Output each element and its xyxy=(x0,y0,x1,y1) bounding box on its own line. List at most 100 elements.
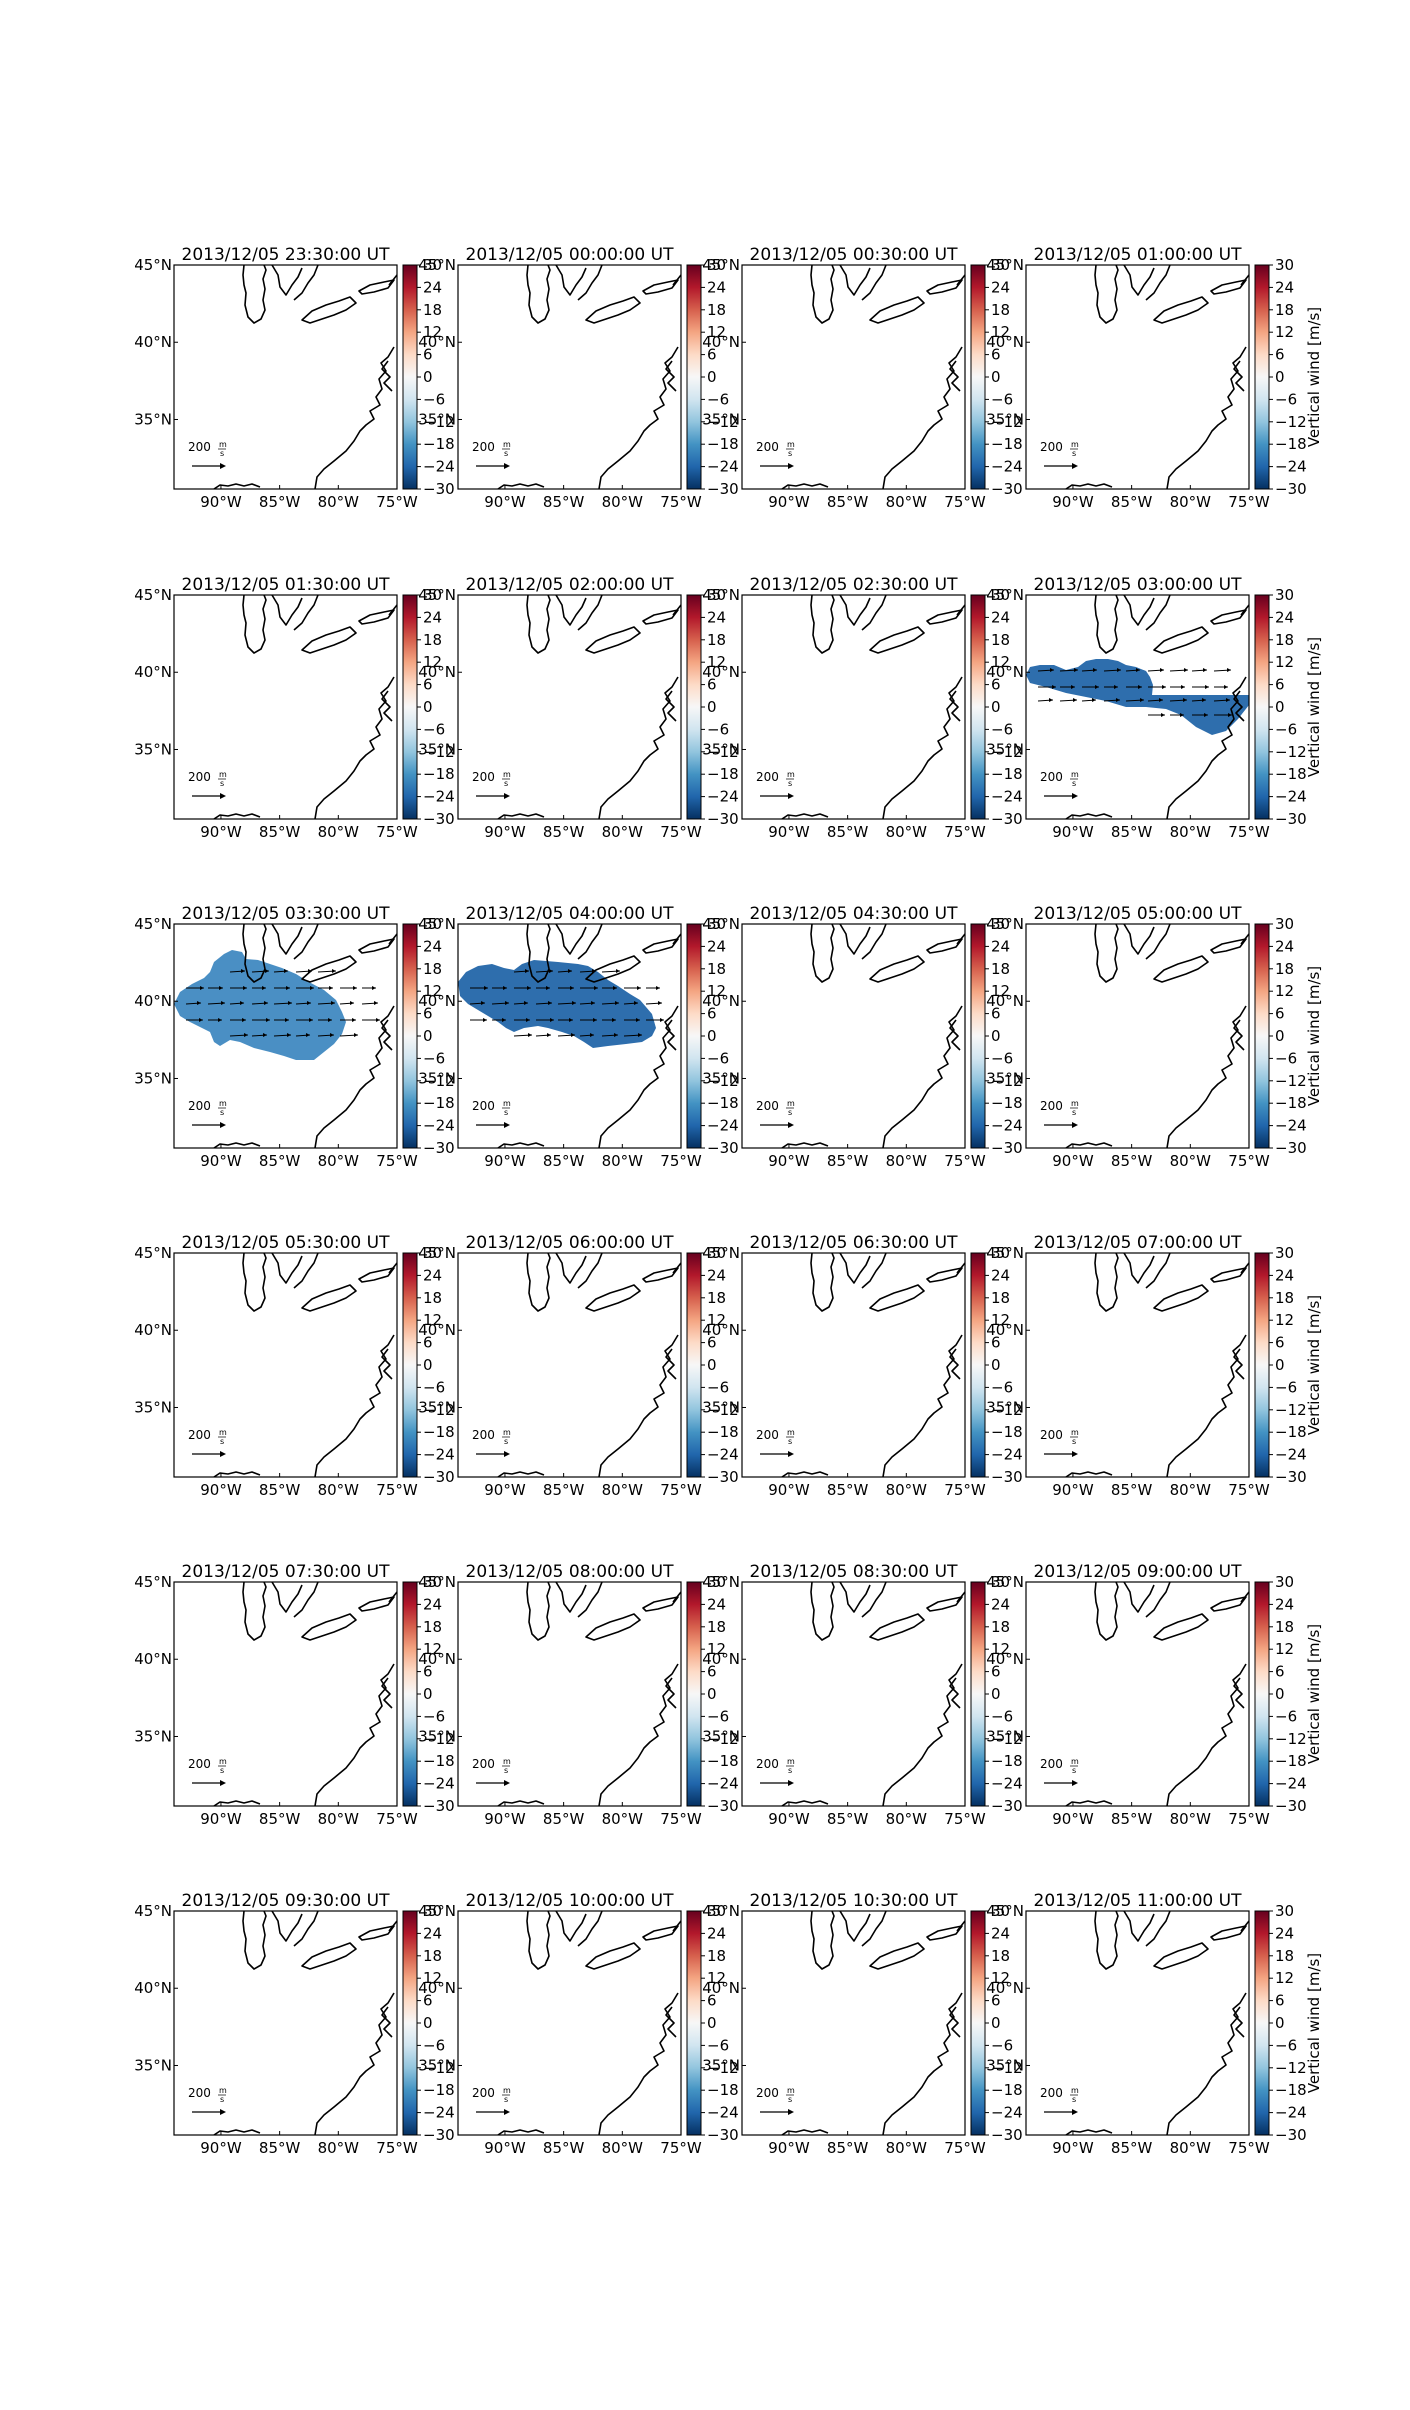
colorbar-tick-label: 6 xyxy=(707,1992,717,2010)
map-panel: 2013/12/05 03:00:00 UT 200 ms 45°N 40°N 35°N 9… xyxy=(986,575,1323,841)
colorbar-tick-label: −30 xyxy=(1275,1797,1307,1815)
colorbar-tick-label: −30 xyxy=(991,1139,1023,1157)
coastline xyxy=(926,938,963,954)
colorbar-tick-label: −6 xyxy=(423,1049,445,1067)
colorbar-tick-label: 24 xyxy=(991,608,1010,626)
colorbar-tick-label: 12 xyxy=(1275,1311,1294,1329)
lon-tick-label: 80°W xyxy=(602,823,644,841)
reference-vector-units-num: m xyxy=(503,770,511,779)
wind-vector-head xyxy=(503,986,507,990)
panel-title: 2013/12/05 06:00:00 UT xyxy=(466,1233,675,1253)
colorbar-tick-label: −6 xyxy=(1275,1707,1297,1725)
reference-vector-head xyxy=(504,2109,510,2115)
colorbar-tick-label: 12 xyxy=(423,653,442,671)
colorbar-tick-label: 0 xyxy=(707,368,717,386)
coastline xyxy=(1123,1582,1155,1613)
coastline xyxy=(271,924,303,955)
lon-tick-label: 90°W xyxy=(200,1481,242,1499)
reference-vector-units-den: s xyxy=(788,1437,792,1446)
lon-tick-label: 80°W xyxy=(318,823,360,841)
map-frame xyxy=(173,264,398,490)
colorbar-tick-label: 30 xyxy=(707,1902,726,1920)
map-panel: 2013/12/05 06:30:00 UT 200 ms 45°N 40°N 35°N 9… xyxy=(702,1233,1022,1499)
lon-tick-label: 75°W xyxy=(1228,1810,1270,1828)
coastline xyxy=(1094,924,1119,983)
lon-tick-label: 90°W xyxy=(1052,1810,1094,1828)
coastline xyxy=(1233,1019,1245,1051)
reference-vector-units-den: s xyxy=(504,1437,508,1446)
wind-vector-head xyxy=(288,1001,292,1005)
coastline xyxy=(381,2006,393,2038)
colorbar xyxy=(1254,1252,1270,1478)
wind-vector-head xyxy=(286,986,290,990)
colorbar xyxy=(686,264,702,490)
reference-vector-label: 200 xyxy=(472,440,495,454)
wind-vector-head xyxy=(528,1033,532,1037)
colorbar xyxy=(1254,1910,1270,2136)
colorbar-tick-label: −6 xyxy=(423,390,445,408)
colorbar-tick-label: −18 xyxy=(1275,1094,1307,1112)
coastline xyxy=(271,1582,303,1613)
coastline xyxy=(869,1284,925,1312)
coastline xyxy=(293,924,319,960)
colorbar-tick-label: 30 xyxy=(707,915,726,933)
colorbar-tick-label: 6 xyxy=(423,1005,433,1023)
lat-tick-label: 35°N xyxy=(134,740,172,758)
coastline xyxy=(1145,595,1171,631)
wind-vector-head xyxy=(1136,668,1140,672)
colorbar-tick-label: −30 xyxy=(1275,810,1307,828)
colorbar-tick-label: −6 xyxy=(1275,1378,1297,1396)
reference-vector-units-den: s xyxy=(788,1766,792,1775)
wind-vector-head xyxy=(638,1033,642,1037)
reference-vector-units-den: s xyxy=(504,779,508,788)
reference-vector-head xyxy=(504,463,510,469)
coastline xyxy=(1210,1267,1247,1283)
lon-tick-label: 75°W xyxy=(660,493,702,511)
lon-tick-label: 75°W xyxy=(376,1152,418,1170)
lon-tick-label: 85°W xyxy=(543,823,585,841)
coastline xyxy=(1123,1253,1155,1284)
panel-title: 2013/12/05 23:30:00 UT xyxy=(182,245,391,265)
coastline xyxy=(388,1591,397,1603)
colorbar-tick-label: −12 xyxy=(1275,743,1307,761)
lon-tick-label: 85°W xyxy=(543,1481,585,1499)
colorbar-tick-label: 12 xyxy=(1275,982,1294,1000)
colorbar-tick-label: −18 xyxy=(991,765,1023,783)
colorbar-tick-label: 6 xyxy=(707,346,717,364)
colorbar-tick-label: −18 xyxy=(423,1094,455,1112)
wind-vector-head xyxy=(593,1018,597,1022)
colorbar-tick-label: 24 xyxy=(991,1595,1010,1613)
coastline xyxy=(1153,626,1209,654)
lat-tick-label: 40°N xyxy=(702,1650,740,1668)
colorbar-tick-label: 12 xyxy=(1275,653,1294,671)
coastline xyxy=(1210,609,1247,625)
map-frame xyxy=(457,923,682,1149)
map-panel: 2013/12/05 01:30:00 UT 200 ms 45°N 40°N 35°N 9… xyxy=(134,575,454,841)
colorbar-tick-label: 12 xyxy=(991,982,1010,1000)
colorbar-tick-label: −6 xyxy=(991,390,1013,408)
colorbar-tick-label: −6 xyxy=(423,2036,445,2054)
lon-tick-label: 75°W xyxy=(1228,1152,1270,1170)
map-frame xyxy=(173,1910,398,2136)
colorbar-tick-label: −12 xyxy=(423,1072,455,1090)
colorbar-tick-label: −6 xyxy=(991,1049,1013,1067)
map-content xyxy=(781,924,965,1148)
reference-vector-units-num: m xyxy=(1071,1428,1079,1437)
colorbar-tick-label: 0 xyxy=(707,698,717,716)
map-frame xyxy=(457,594,682,820)
colorbar-tick-label: 6 xyxy=(707,1334,717,1352)
wind-vector-head xyxy=(240,1001,244,1005)
coastline xyxy=(555,1911,587,1942)
reference-vector-label: 200 xyxy=(472,1099,495,1113)
colorbar-tick-label: −24 xyxy=(707,788,739,806)
lat-tick-label: 45°N xyxy=(134,586,172,604)
lon-tick-label: 90°W xyxy=(768,1481,810,1499)
colorbar-tick-label: 0 xyxy=(423,1685,433,1703)
colorbar xyxy=(686,594,702,820)
coastline xyxy=(869,955,925,983)
coastline xyxy=(497,1800,545,1806)
wind-vector-head xyxy=(483,1018,487,1022)
colorbar-tick-label: 18 xyxy=(707,301,726,319)
colorbar-tick-label: 12 xyxy=(707,653,726,671)
colorbar-tick-label: −24 xyxy=(707,1775,739,1793)
